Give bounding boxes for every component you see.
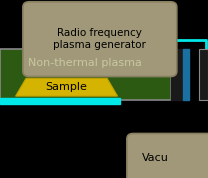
Bar xyxy=(0,98,120,104)
Bar xyxy=(171,49,183,100)
Text: Vacu: Vacu xyxy=(141,153,168,163)
Bar xyxy=(183,49,189,100)
Polygon shape xyxy=(16,78,118,96)
Text: Radio frequency
plasma generator: Radio frequency plasma generator xyxy=(53,28,146,50)
FancyBboxPatch shape xyxy=(127,134,208,178)
Text: Sample: Sample xyxy=(46,82,88,92)
Bar xyxy=(199,49,208,100)
FancyBboxPatch shape xyxy=(23,2,177,77)
Bar xyxy=(0,49,171,100)
Text: Non-thermal plasma: Non-thermal plasma xyxy=(28,58,142,68)
